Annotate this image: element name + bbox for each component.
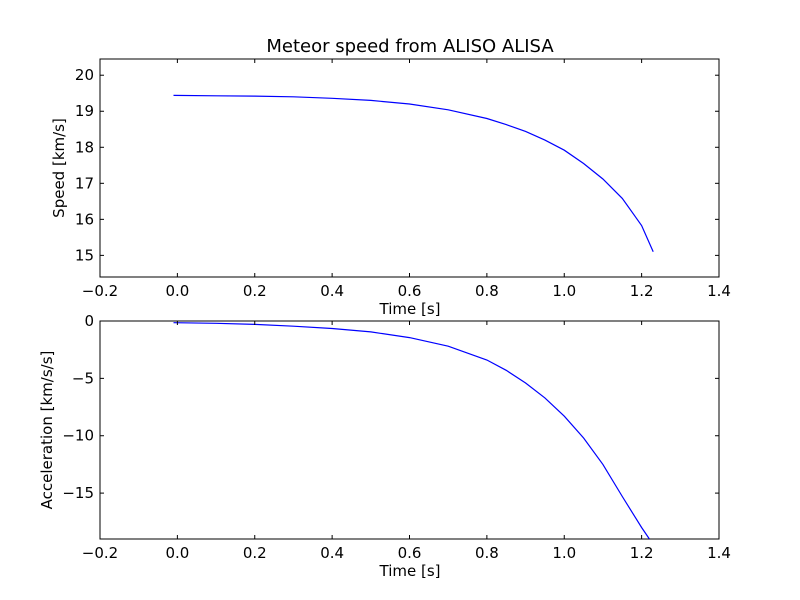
- acceleration-y-axis-label: Acceleration [km/s/s]: [38, 351, 56, 510]
- acceleration-x-tick-label: 0.2: [243, 544, 267, 562]
- speed-marks: [173, 94, 654, 253]
- speed-x-tick-label: 1.2: [630, 282, 654, 300]
- speed-x-tick-label: −0.2: [82, 282, 118, 300]
- acceleration-marks: [173, 322, 650, 539]
- acceleration-y-tick-label: 0: [84, 312, 94, 330]
- speed-series-line: [173, 94, 654, 253]
- acceleration-y-tick-label: −10: [62, 427, 94, 445]
- acceleration-x-ticks: −0.2 0.0 0.2 0.4 0.6 0.8 1.0 1.2 1.4: [82, 321, 731, 562]
- speed-y-tick-label: 15: [75, 246, 94, 264]
- acceleration-x-tick-label: 1.4: [707, 544, 731, 562]
- acceleration-series-line: [173, 322, 650, 539]
- acceleration-x-axis-label: Time [s]: [379, 562, 441, 580]
- acceleration-x-tick-label: 1.0: [552, 544, 576, 562]
- acceleration-y-tick-label: −5: [72, 369, 94, 387]
- acceleration-x-tick-label: 1.2: [630, 544, 654, 562]
- speed-chart-title: Meteor speed from ALISO ALISA: [266, 36, 554, 57]
- speed-x-tick-label: 0.4: [320, 282, 344, 300]
- acceleration-plot-area: −0.2 0.0 0.2 0.4 0.6 0.8 1.0 1.2 1.4 0 −5 −10 −15: [62, 312, 731, 562]
- acceleration-x-tick-label: 0.0: [165, 544, 189, 562]
- speed-x-tick-label: 0.0: [165, 282, 189, 300]
- speed-y-axis-label: Speed [km/s]: [50, 118, 68, 218]
- speed-x-tick-label: 1.0: [552, 282, 576, 300]
- speed-y-tick-label: 18: [75, 138, 94, 156]
- speed-x-tick-label: 1.4: [707, 282, 731, 300]
- speed-y-tick-label: 16: [75, 210, 94, 228]
- speed-x-tick-label: 0.2: [243, 282, 267, 300]
- speed-x-tick-label: 0.8: [475, 282, 499, 300]
- acceleration-y-tick-label: −15: [62, 484, 94, 502]
- acceleration-chart: −0.2 0.0 0.2 0.4 0.6 0.8 1.0 1.2 1.4 0 −5 −10 −15 T…: [38, 312, 731, 580]
- speed-y-tick-label: 20: [75, 66, 94, 84]
- speed-x-tick-label: 0.6: [398, 282, 422, 300]
- speed-chart: Meteor speed from ALISO ALISA −0.2 0.0 0.2…: [50, 36, 731, 318]
- speed-y-ticks: 15 16 17 18 19 20: [75, 66, 719, 264]
- acceleration-y-ticks: 0 −5 −10 −15: [62, 312, 719, 502]
- acceleration-x-tick-label: 0.4: [320, 544, 344, 562]
- acceleration-x-tick-label: −0.2: [82, 544, 118, 562]
- speed-y-tick-label: 17: [75, 174, 94, 192]
- acceleration-x-tick-label: 0.8: [475, 544, 499, 562]
- speed-plot-area: −0.2 0.0 0.2 0.4 0.6 0.8 1.0 1.2 1.4 15 16 17 18 19 2…: [75, 58, 731, 300]
- speed-x-axis-label: Time [s]: [379, 300, 441, 318]
- speed-y-tick-label: 19: [75, 102, 94, 120]
- acceleration-x-tick-label: 0.6: [398, 544, 422, 562]
- speed-x-ticks: −0.2 0.0 0.2 0.4 0.6 0.8 1.0 1.2 1.4: [82, 59, 731, 300]
